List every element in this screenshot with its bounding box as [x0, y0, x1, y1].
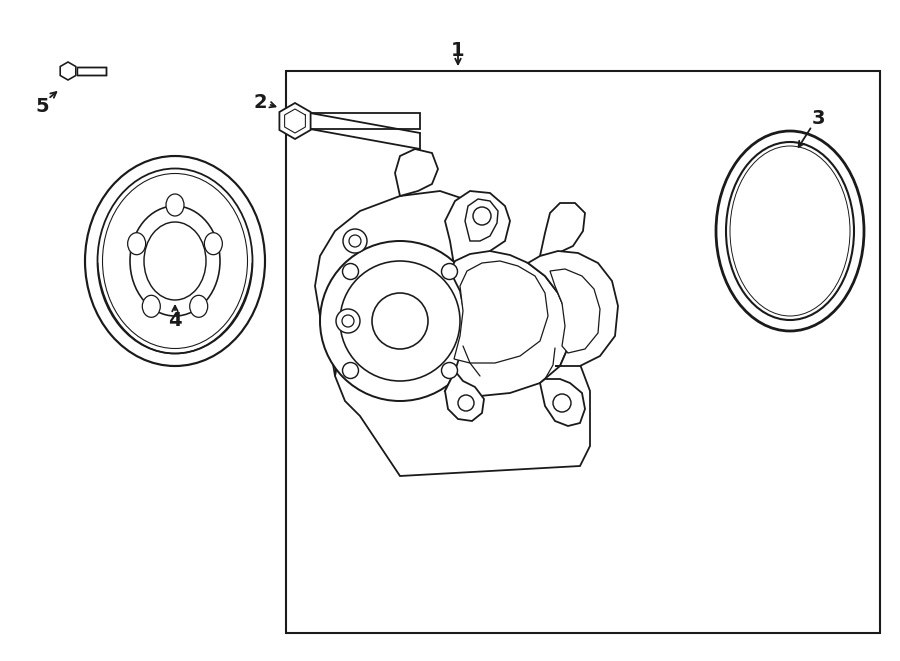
Polygon shape: [528, 251, 618, 366]
Circle shape: [553, 394, 571, 412]
Text: 2: 2: [253, 93, 266, 112]
Ellipse shape: [204, 233, 222, 254]
Circle shape: [336, 309, 360, 333]
Circle shape: [320, 241, 480, 401]
Text: 5: 5: [35, 97, 49, 116]
Ellipse shape: [128, 233, 146, 254]
Circle shape: [340, 261, 460, 381]
Bar: [77, 67, 106, 75]
Ellipse shape: [144, 222, 206, 300]
Bar: [286, 71, 880, 633]
Ellipse shape: [142, 295, 160, 317]
Polygon shape: [454, 261, 548, 363]
Ellipse shape: [97, 169, 253, 354]
Text: 1: 1: [451, 42, 464, 61]
Ellipse shape: [85, 156, 265, 366]
Ellipse shape: [166, 194, 184, 216]
Polygon shape: [350, 303, 460, 396]
Polygon shape: [395, 149, 438, 196]
Circle shape: [343, 229, 367, 253]
Polygon shape: [315, 191, 490, 376]
Circle shape: [473, 207, 491, 225]
Bar: [310, 113, 420, 129]
Circle shape: [343, 264, 358, 280]
Polygon shape: [335, 271, 590, 476]
Circle shape: [372, 293, 428, 349]
Polygon shape: [445, 371, 484, 421]
Ellipse shape: [130, 206, 220, 316]
Ellipse shape: [716, 131, 864, 331]
Circle shape: [442, 362, 457, 379]
Polygon shape: [445, 191, 510, 271]
Text: 4: 4: [168, 311, 182, 330]
Circle shape: [343, 362, 358, 379]
Polygon shape: [60, 62, 76, 80]
Polygon shape: [540, 203, 585, 256]
Ellipse shape: [726, 142, 854, 320]
Ellipse shape: [190, 295, 208, 317]
Circle shape: [458, 395, 474, 411]
Text: 3: 3: [811, 110, 824, 128]
Polygon shape: [279, 103, 310, 139]
Polygon shape: [540, 379, 585, 426]
Circle shape: [342, 315, 354, 327]
Polygon shape: [445, 251, 570, 396]
Circle shape: [349, 235, 361, 247]
Circle shape: [442, 264, 457, 280]
Polygon shape: [465, 199, 498, 241]
Polygon shape: [550, 269, 600, 353]
